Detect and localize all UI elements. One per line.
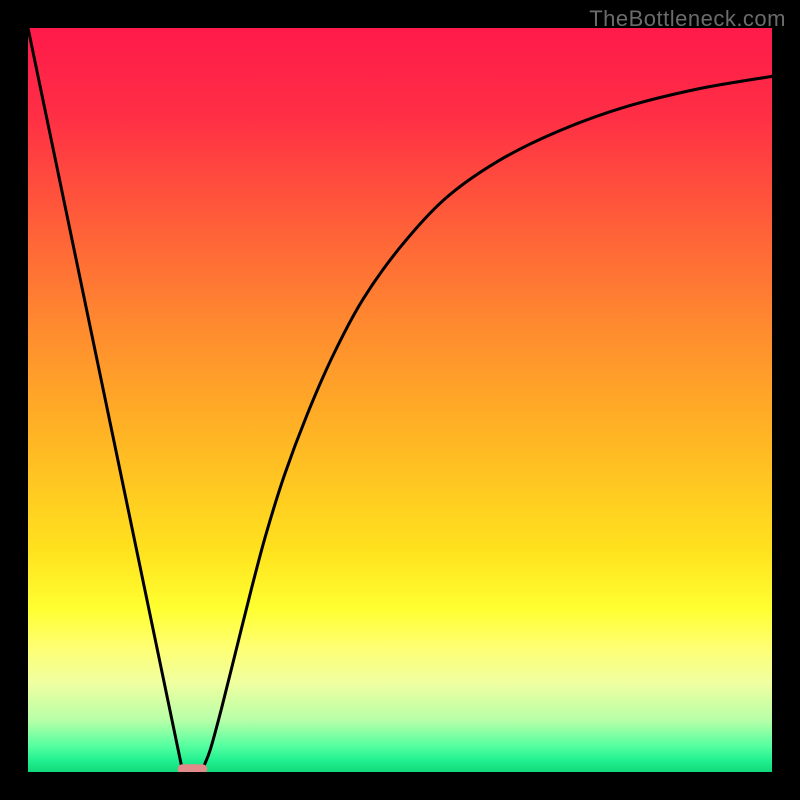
chart-frame: TheBottleneck.com bbox=[0, 0, 800, 800]
minimum-marker bbox=[178, 764, 208, 772]
watermark-label: TheBottleneck.com bbox=[589, 6, 786, 32]
plot-svg bbox=[28, 28, 772, 772]
plot-area bbox=[28, 28, 772, 772]
background-gradient bbox=[28, 28, 772, 772]
